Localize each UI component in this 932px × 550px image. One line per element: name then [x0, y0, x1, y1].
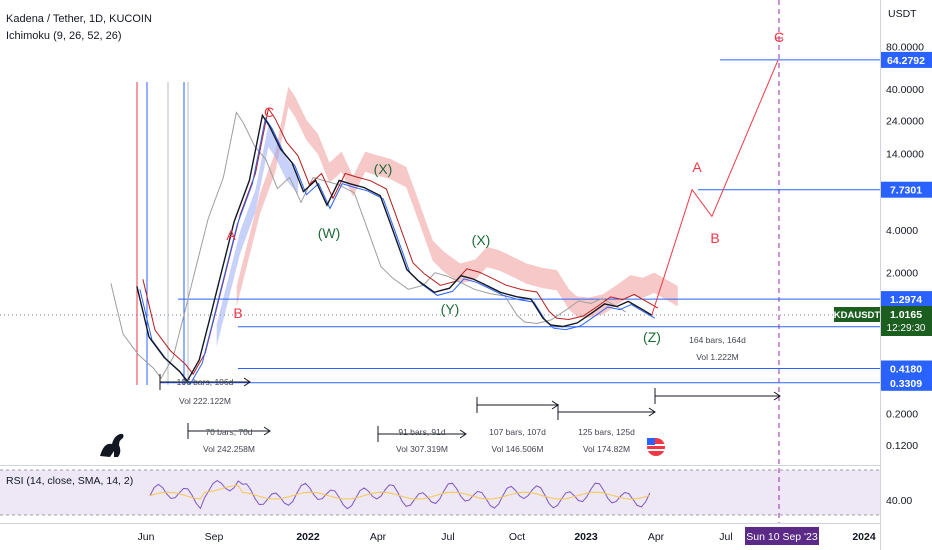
range-bars-1: 70 bars, 70d [205, 427, 253, 437]
time-axis[interactable]: Jun Sep 2022 Apr Jul Oct 2023 Apr Jul 2024 Sun 10 … [138, 527, 876, 545]
price-tick-6: 2.0000 [886, 268, 918, 280]
time-label-5: Oct [509, 531, 525, 543]
price-tags: 64.27927.73011.29740.82600.41800.3309KDA… [834, 51, 932, 391]
symbol-tag [834, 307, 880, 322]
range-head-1 [263, 426, 271, 436]
wave-label-8: A [692, 159, 702, 175]
range-head-2 [459, 429, 467, 439]
wave-label-0: A [226, 227, 236, 243]
price-axis[interactable]: USDT 80.0000 40.0000 24.0000 14.0000 4.0000 2.… [886, 8, 924, 507]
range-bars-0: 106 bars, 106d [177, 377, 234, 387]
rsi-tick: 40.00 [886, 495, 912, 507]
crosshair-date-text: Sun 10 Sep '23 [746, 531, 818, 543]
rsi-band [0, 470, 880, 515]
range-head-4 [648, 407, 656, 417]
level-tag-text-5: 0.3309 [890, 378, 922, 390]
range-vol-3: Vol 146.506M [492, 444, 544, 454]
price-tick-3: 14.0000 [886, 148, 924, 160]
price-tick-13: 0.1200 [886, 440, 918, 452]
range-vol-2: Vol 307.319M [396, 444, 448, 454]
rsi-ma-line [149, 484, 650, 500]
symbol-title[interactable]: Kadena / Tether, 1D, KUCOIN [6, 13, 152, 25]
level-tag-text-0: 64.2792 [887, 55, 925, 67]
level-tag-0 [881, 51, 932, 68]
wave-labels: A B C (W) (X) (Y) (X) (Z) A B C [226, 29, 784, 345]
countdown-text: 12:29:30 [887, 323, 926, 334]
price-tick-5: 4.0000 [886, 225, 918, 237]
time-label-6: 2023 [574, 531, 598, 543]
level-tag-text-4: 0.4180 [890, 364, 922, 376]
time-label-8: Jul [719, 531, 732, 543]
level-tag-4 [881, 360, 932, 377]
projection-path[interactable] [651, 59, 779, 316]
rsi-line [149, 479, 651, 510]
range-bars-4: 125 bars, 125d [578, 427, 635, 437]
axis-unit: USDT [888, 8, 917, 20]
range-vol-0: Vol 222.122M [179, 396, 231, 406]
wave-label-1: B [233, 305, 242, 321]
price-tick-1: 40.0000 [886, 84, 924, 96]
wave-label-9: B [710, 230, 719, 246]
time-label-7: Apr [648, 531, 665, 543]
date-range-measures[interactable]: 106 bars, 106d Vol 222.122M 70 bars, 70d Vo… [159, 335, 781, 454]
range-bars-5: 164 bars, 164d [689, 335, 746, 345]
price-series [110, 59, 779, 386]
wave-label-6: (X) [472, 232, 491, 248]
range-head-5 [773, 391, 781, 401]
price-tick-0: 80.0000 [886, 42, 924, 54]
time-label-0: Jun [138, 531, 155, 543]
wave-label-3: (W) [318, 225, 341, 241]
crosshair-date-tag [745, 527, 819, 545]
price-pane[interactable] [0, 0, 880, 465]
wave-label-2: C [264, 104, 274, 120]
lagging-span [110, 111, 627, 380]
rsi-series [149, 479, 651, 510]
indicator-legend[interactable]: Ichimoku (9, 26, 52, 26) [6, 30, 122, 42]
current-price-text: 1.0165 [890, 309, 922, 321]
level-tag-text-1: 7.7301 [890, 185, 922, 197]
time-label-4: Jul [441, 531, 454, 543]
wave-label-10: C [774, 29, 784, 45]
range-bars-3: 107 bars, 107d [489, 427, 546, 437]
time-label-1: Sep [205, 531, 224, 543]
rsi-legend[interactable]: RSI (14, close, SMA, 14, 2) [6, 475, 134, 487]
wave-label-7: (Z) [643, 329, 661, 345]
range-vol-5: Vol 1.222M [696, 352, 739, 362]
vertical-marker-lines [136, 82, 189, 385]
range-head-0 [243, 377, 251, 387]
time-label-2: 2022 [296, 531, 320, 543]
level-tag-text-2: 1.2974 [890, 294, 922, 306]
current-price-tag [881, 306, 932, 336]
price-line [136, 113, 653, 383]
range-vol-4: Vol 174.82M [583, 444, 630, 454]
level-tag-1 [881, 181, 932, 198]
level-tag-5 [881, 374, 932, 391]
level-tag-2 [881, 291, 932, 308]
dino-logo [100, 433, 124, 457]
wave-label-4: (X) [374, 161, 393, 177]
wave-label-5: (Y) [441, 301, 460, 317]
price-tick-2: 24.0000 [886, 115, 924, 127]
range-bars-2: 91 bars, 91d [398, 427, 446, 437]
time-label-3: Apr [370, 531, 387, 543]
us-flag-icon [647, 438, 665, 456]
range-vol-1: Vol 242.258M [203, 444, 255, 454]
symbol-tag-text: KDAUSDT [834, 310, 881, 321]
tenkan-line [139, 117, 656, 386]
price-tick-12: 0.2000 [886, 409, 918, 421]
time-label-9: 2024 [852, 531, 876, 543]
